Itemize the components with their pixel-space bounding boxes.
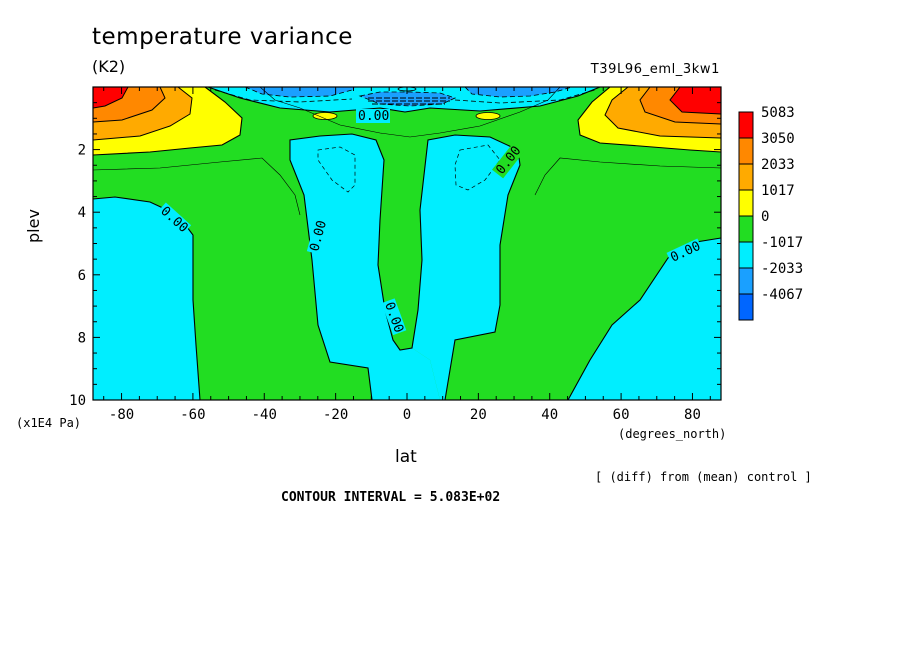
contour-thin-right: [534, 157, 721, 196]
contour-red-left: [93, 87, 129, 109]
contour-darkorange-right: [639, 87, 721, 125]
y-axis-units: (x1E4 Pa): [16, 416, 82, 430]
contour-zero-top: [207, 87, 601, 113]
legend-label: -4067: [761, 287, 803, 303]
legend-swatch: [738, 189, 754, 217]
x-tick-label: -80: [109, 407, 134, 423]
field-yellow-spot-left: [313, 112, 337, 120]
x-tick-label: 60: [613, 407, 630, 423]
contour-neg-center-left: [317, 146, 356, 193]
legend-swatch: [738, 267, 754, 295]
legend-label: 2033: [761, 157, 795, 173]
x-tick-label: 20: [470, 407, 487, 423]
y-tick-label: 4: [78, 205, 86, 221]
legend-swatch: [738, 137, 754, 165]
x-axis-units: (degrees_north): [618, 427, 727, 441]
contour-yellow-left: [93, 87, 243, 156]
field-red-left: [93, 87, 128, 108]
chart-title: temperature variance: [92, 24, 353, 50]
field-blue-top-left: [245, 87, 356, 97]
field-cyan-right: [568, 238, 721, 400]
y-tick-label: 8: [78, 330, 86, 346]
contour-neg-center-right: [454, 144, 501, 191]
legend-swatch: [738, 241, 754, 269]
contour-thin-top: [259, 87, 561, 138]
contour-fields: [93, 87, 721, 400]
chart-units: (K2): [92, 57, 126, 76]
diff-note: [ (diff) from (mean) control ]: [595, 470, 812, 484]
x-axis-label: lat: [395, 447, 417, 467]
contour-yellow-spot-right: [475, 112, 501, 120]
legend-label: 3050: [761, 131, 795, 147]
experiment-id: T39L96_eml_3kw1: [590, 62, 720, 77]
x-tick-label: 40: [541, 407, 558, 423]
field-cyan-center-left: [290, 134, 440, 400]
contour-neg-top-1: [244, 87, 353, 98]
contour-lines: [93, 87, 721, 400]
contour-neg-top-5: [214, 89, 596, 104]
contour-yellow-right: [577, 87, 721, 153]
legend-label: -2033: [761, 261, 803, 277]
contour-orange-left: [93, 87, 193, 141]
legend-swatch: [738, 293, 754, 321]
legend-label: 0: [761, 209, 769, 225]
legend-swatch: [738, 111, 754, 139]
contour-darkorange-left: [93, 87, 166, 123]
contour-label: 0.00: [358, 109, 389, 124]
x-tick-label: -20: [323, 407, 348, 423]
contour-red-right: [669, 87, 721, 115]
x-tick-label: -40: [252, 407, 277, 423]
axes: -80 -60 -40 -20 0 20 40 60 80 2 4 6 8 10: [69, 86, 722, 423]
contour-thin-left: [93, 157, 301, 216]
contour-zero-center: [289, 133, 521, 400]
contour-neg-top-4: [368, 97, 450, 105]
x-tick-label: -60: [180, 407, 205, 423]
field-blue-top-right: [465, 87, 572, 97]
y-tick-label: 2: [78, 143, 86, 159]
legend-label: 1017: [761, 183, 795, 199]
field-blue-top-center: [360, 92, 455, 106]
y-tick-label: 6: [78, 268, 86, 284]
field-red-right: [670, 87, 721, 114]
contour-interval-text: CONTOUR INTERVAL = 5.083E+02: [281, 490, 501, 505]
contour-neg-top-2: [464, 87, 573, 98]
field-yellow-spot-right: [476, 112, 500, 120]
contour-orange-right: [604, 87, 721, 139]
x-tick-label: 0: [403, 407, 411, 423]
legend-label: -1017: [761, 235, 803, 251]
contour-neg-top-3: [358, 91, 457, 107]
legend-swatch: [738, 163, 754, 191]
legend-swatch: [738, 215, 754, 243]
x-tick-label: 80: [684, 407, 701, 423]
field-cyan-left: [93, 197, 200, 400]
field-cyan-center-right: [412, 135, 520, 400]
legend-label: 5083: [761, 105, 795, 121]
contour-yellow-spot-left: [312, 112, 338, 120]
legend: 5083 3050 2033 1017 0 -1017 -2033 -4067: [738, 105, 803, 321]
y-tick-label: 10: [69, 393, 86, 409]
